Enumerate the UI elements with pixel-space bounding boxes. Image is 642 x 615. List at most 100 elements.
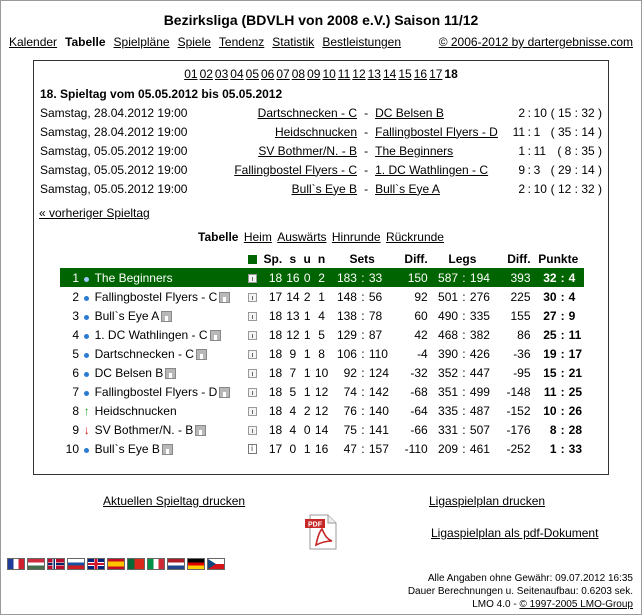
matchday-15[interactable]: 15 [398, 67, 412, 81]
team-stats-icon[interactable] [247, 292, 257, 302]
match-home-team-text[interactable]: SV Bothmer/N. - B [258, 143, 358, 158]
nav-statistik[interactable]: Statistik [272, 35, 315, 49]
pdf-league-plan-link[interactable]: Ligaspielplan als pdf-Dokument [431, 526, 599, 540]
match-score-home-text: 9 [518, 162, 526, 177]
team-stats-icon[interactable] [247, 425, 257, 435]
match-home-team-text[interactable]: Bull`s Eye B [291, 181, 358, 196]
nav-tendenz[interactable]: Tendenz [218, 35, 265, 49]
team-home-icon[interactable] [195, 424, 207, 436]
spieltag-header: 18. Spieltag vom 05.05.2012 bis 05.05.20… [40, 87, 283, 101]
draws: 2 [303, 289, 311, 304]
points-colon: : [560, 346, 565, 361]
hungary-flag-icon[interactable] [27, 558, 45, 570]
sets-diff: -64 [410, 403, 428, 418]
tab-rueckrunde[interactable]: Rückrunde [385, 230, 444, 244]
tab-heim[interactable]: Heim [243, 230, 272, 244]
team-stats-icon[interactable] [247, 330, 257, 340]
sets-colon: : [361, 346, 365, 361]
matches-table: Samstag, 28.04.2012 19:00 Dartschnecken -… [40, 103, 602, 198]
team-stats-icon[interactable] [247, 311, 257, 321]
italy-flag-icon[interactable] [147, 558, 165, 570]
match-date: Samstag, 28.04.2012 19:00 [40, 122, 218, 141]
trend-cell [81, 382, 93, 401]
team-home-icon[interactable] [219, 291, 231, 303]
match-home-team-text[interactable]: Heidschnucken [274, 124, 358, 139]
matchday-11[interactable]: 11 [337, 67, 351, 81]
matchday-13[interactable]: 13 [367, 67, 381, 81]
slovenia-flag-icon[interactable] [67, 558, 85, 570]
matchday-01[interactable]: 01 [184, 67, 198, 81]
wins: 14 [286, 289, 300, 304]
points-for: 30 [543, 289, 557, 304]
tab-tabelle: Tabelle [198, 230, 239, 244]
standings-header-row: Sp. s u n Sets Diff. Legs Diff. Punkte [60, 250, 584, 268]
match-away-team-text[interactable]: 1. DC Wathlingen - C [375, 162, 489, 177]
sets-diff: 60 [414, 308, 428, 323]
nav-bestleistungen[interactable]: Bestleistungen [322, 35, 402, 49]
legs-for: 490 [438, 308, 459, 323]
matchday-02[interactable]: 02 [199, 67, 213, 81]
tab-hinrunde[interactable]: Hinrunde [331, 230, 381, 244]
standings-row: 5 Dartschnecken - C 18 9 1 8 106:110 -4 390:426-… [60, 344, 584, 363]
points-for: 1 [549, 441, 557, 456]
trend-cell [81, 344, 93, 363]
team-home-icon[interactable] [209, 329, 221, 341]
match-separator-text: - [364, 181, 369, 196]
matchday-04[interactable]: 04 [230, 67, 244, 81]
match-away-team-text[interactable]: Bull`s Eye A [375, 181, 440, 196]
info-icon[interactable]: i [247, 444, 257, 455]
match-home-team-text[interactable]: Fallingbostel Flyers - C [234, 162, 358, 177]
team-stats-icon[interactable] [247, 273, 257, 283]
portugal-flag-icon[interactable] [127, 558, 145, 570]
legs-colon: : [460, 268, 468, 287]
matchday-06[interactable]: 06 [261, 67, 275, 81]
matchday-07[interactable]: 07 [276, 67, 290, 81]
nav-spielplaene[interactable]: Spielpläne [113, 35, 170, 49]
team-stats-icon[interactable] [247, 406, 257, 416]
prev-matchday-link[interactable]: « vorheriger Spieltag [39, 206, 150, 220]
spain-flag-icon[interactable] [107, 558, 125, 570]
team-home-icon[interactable] [219, 386, 231, 398]
pdf-document-icon[interactable]: PDF [304, 513, 338, 551]
match-away-team-text[interactable]: Fallingbostel Flyers - D [375, 124, 498, 139]
team-name: 1. DC Wathlingen - C [94, 327, 208, 342]
matchday-16[interactable]: 16 [413, 67, 428, 81]
germany-flag-icon[interactable] [187, 558, 205, 570]
stat-cell [245, 287, 259, 306]
legs-colon: : [462, 308, 466, 323]
matchday-09[interactable]: 09 [307, 67, 321, 81]
matchday-03[interactable]: 03 [214, 67, 229, 81]
team-stats-icon[interactable] [247, 387, 257, 397]
match-away-team-text[interactable]: The Beginners [375, 143, 454, 158]
matchday-08[interactable]: 08 [291, 67, 306, 81]
france-flag-icon[interactable] [7, 558, 25, 570]
nav-spiele[interactable]: Spiele [177, 35, 211, 49]
lmo-group-link[interactable]: © 1997-2005 LMO-Group [519, 599, 633, 610]
czech-flag-icon[interactable] [207, 558, 225, 570]
team-stats-icon[interactable] [247, 368, 257, 378]
print-league-plan-link[interactable]: Ligaspielplan drucken [429, 494, 546, 508]
netherlands-flag-icon[interactable] [167, 558, 185, 570]
match-date-text: Samstag, 05.05.2012 19:00 [40, 162, 188, 177]
matchday-14[interactable]: 14 [382, 67, 397, 81]
rank: 3 [72, 308, 80, 323]
matchday-05[interactable]: 05 [245, 67, 259, 81]
nav-kalender[interactable]: Kalender [9, 35, 58, 49]
team-home-icon[interactable] [165, 367, 177, 379]
matchday-10[interactable]: 10 [322, 67, 336, 81]
matchday-17[interactable]: 17 [429, 67, 443, 81]
team-home-icon[interactable] [161, 310, 173, 322]
match-home-team-text[interactable]: Dartschnecken - C [257, 105, 358, 120]
uk-flag-icon[interactable] [87, 558, 105, 570]
print-current-matchday-link[interactable]: Aktuellen Spieltag drucken [103, 494, 246, 508]
team-home-icon[interactable] [161, 443, 173, 455]
norway-flag-icon[interactable] [47, 558, 65, 570]
tab-auswaerts[interactable]: Auswärts [277, 230, 327, 244]
draws: 0 [303, 422, 311, 437]
team-stats-icon[interactable] [247, 349, 257, 359]
matchday-12[interactable]: 12 [352, 67, 366, 81]
match-away-team: The Beginners [375, 141, 503, 160]
team-home-icon[interactable] [195, 348, 207, 360]
copyright-link[interactable]: © 2006-2012 by dartergebnisse.com [438, 35, 633, 49]
match-away-team-text[interactable]: DC Belsen B [375, 105, 444, 120]
